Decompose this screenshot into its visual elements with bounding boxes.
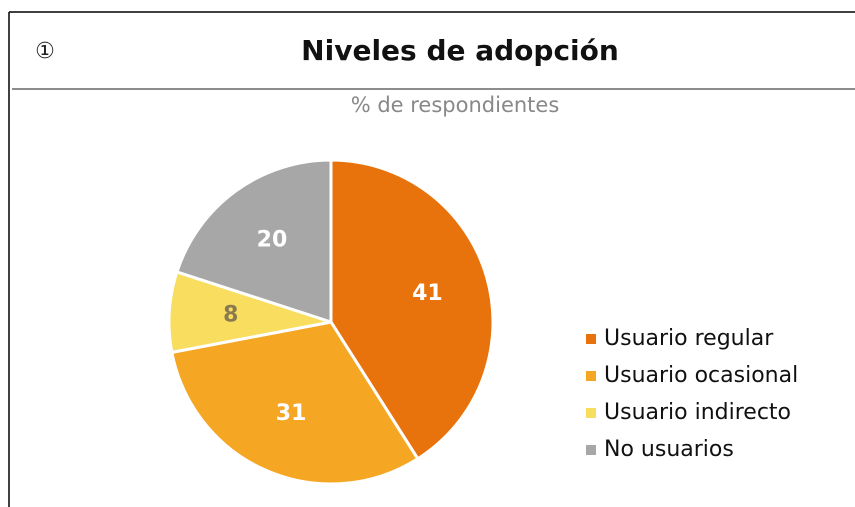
legend-label: No usuarios (604, 437, 734, 462)
chart-subtitle: % de respondientes (351, 93, 560, 117)
legend-swatch (586, 334, 596, 344)
slice-label: 8 (223, 303, 238, 328)
legend-label: Usuario indirecto (604, 400, 791, 425)
legend-label: Usuario ocasional (604, 363, 798, 388)
legend-label: Usuario regular (604, 326, 774, 351)
chart-title: Niveles de adopción (301, 34, 619, 67)
pie-slice (175, 158, 333, 325)
badge: ① (35, 39, 55, 64)
legend-swatch (586, 445, 596, 455)
slice-label: 31 (276, 401, 307, 426)
legend-swatch (586, 371, 596, 381)
pie-slice (170, 320, 420, 486)
slice-label: 20 (257, 228, 288, 253)
slice-label: 41 (412, 281, 443, 306)
legend-swatch (586, 408, 596, 418)
